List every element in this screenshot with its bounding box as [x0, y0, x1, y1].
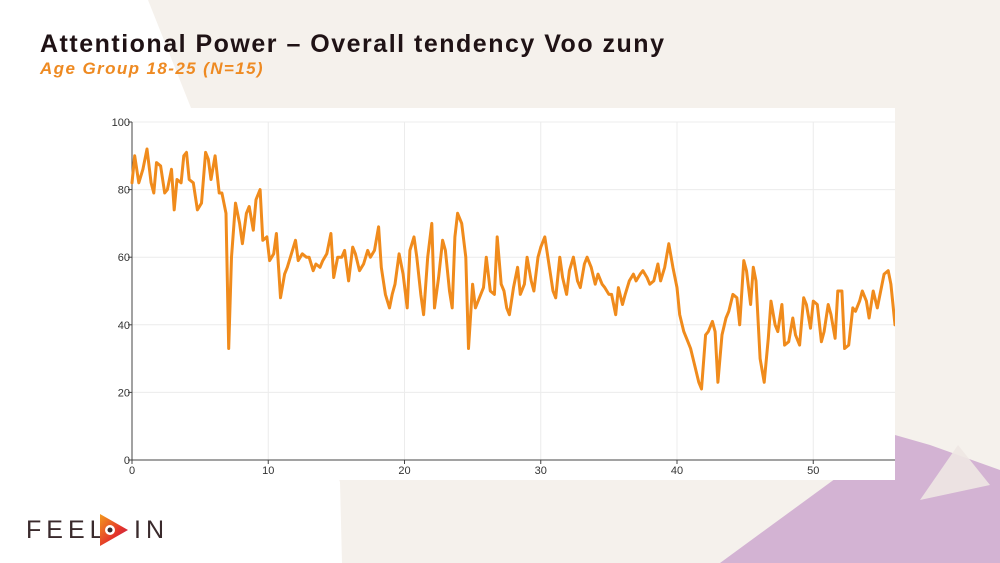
x-tick-label: 10: [262, 465, 274, 477]
y-tick-label: 0: [124, 455, 130, 467]
y-tick-label: 20: [118, 387, 130, 399]
logo-text-left: FEEL: [26, 516, 109, 544]
page-subtitle: Age Group 18-25 (N=15): [40, 59, 264, 78]
y-tick-label: 100: [112, 117, 130, 129]
y-tick-label: 40: [118, 320, 130, 332]
x-tick-label: 50: [807, 465, 819, 477]
line-chart: 0 20 40 60 80 100 0 10 20 30 40 50: [112, 117, 895, 477]
series-line: [130, 147, 895, 391]
chart-panel: 0 20 40 60 80 100 0 10 20 30 40 50: [108, 108, 895, 480]
x-tick-label: 20: [398, 465, 410, 477]
y-tick-label: 80: [118, 185, 130, 197]
page-title: Attentional Power – Overall tendency Voo…: [40, 30, 666, 58]
accent-triangle: [920, 445, 990, 500]
y-tick-label: 60: [118, 252, 130, 264]
play-eye-icon: [100, 514, 128, 546]
x-tick-label: 0: [129, 465, 135, 477]
x-tick-label: 40: [671, 465, 683, 477]
accent-shape: [720, 435, 1000, 563]
x-tick-label: 30: [535, 465, 547, 477]
logo-text-right: IN: [134, 516, 169, 544]
